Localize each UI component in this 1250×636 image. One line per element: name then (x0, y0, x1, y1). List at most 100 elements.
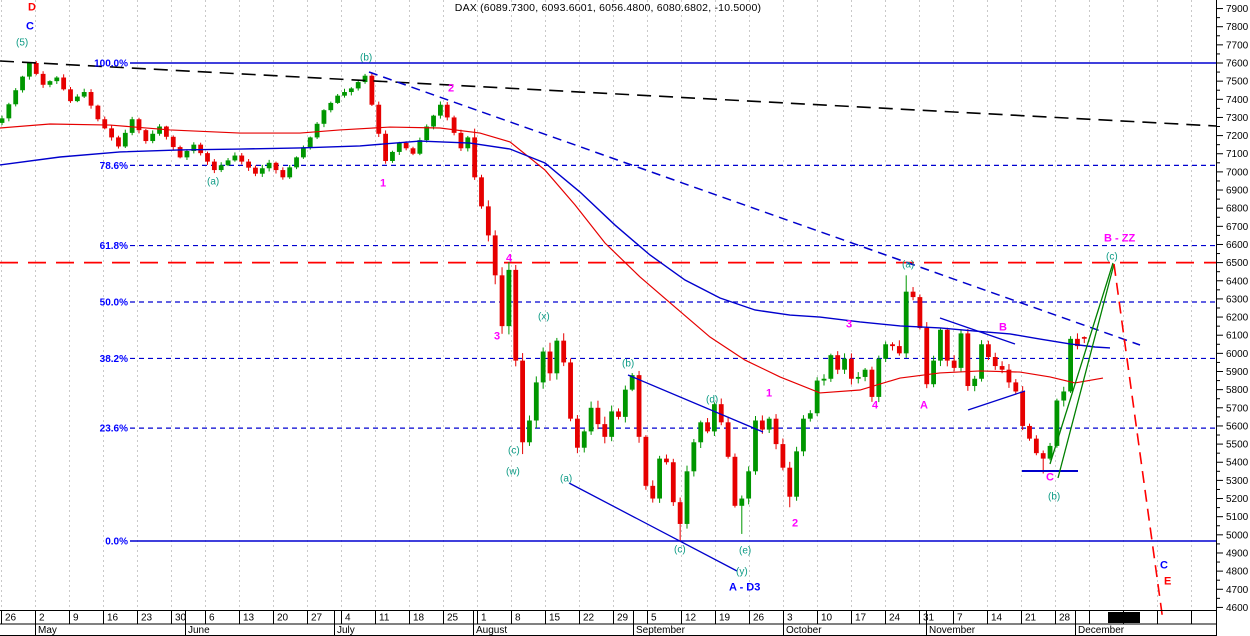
y-axis-label: 4900 (1226, 548, 1249, 559)
x-axis-day-label: 6 (209, 613, 215, 624)
wave-label: (a) (560, 474, 572, 485)
wave-label: (w) (506, 467, 520, 478)
y-axis-label: 5300 (1226, 476, 1249, 487)
black-resistance-line (0, 60, 1217, 127)
x-axis-day-label: 1 (481, 613, 487, 624)
x-axis-day-label: 16 (107, 613, 119, 624)
y-axis-label: 7100 (1226, 149, 1249, 160)
x-axis-day-label: 26 (5, 613, 17, 624)
blue-wave-b-line (967, 390, 1026, 411)
y-axis-label: 5700 (1226, 403, 1249, 414)
fib-label: 38.2% (100, 354, 128, 365)
y-axis-label: 4800 (1226, 567, 1249, 578)
x-axis-day-label: 28 (1059, 613, 1071, 624)
wave-label: 1 (380, 178, 386, 190)
y-axis-label: 6800 (1226, 204, 1249, 215)
x-axis-day-label: 8 (515, 613, 521, 624)
x-axis-day-label: 21 (1025, 613, 1037, 624)
wave-label: (5) (16, 38, 28, 49)
x-axis-day-label: 24 (889, 613, 901, 624)
blue-channel-sept-lower (568, 482, 738, 572)
wave-label: 1 (766, 388, 772, 400)
x-axis-day-label: 18 (413, 613, 425, 624)
x-axis-day-label: 10 (821, 613, 833, 624)
wave-label: C (1160, 560, 1168, 572)
y-axis-label: 7200 (1226, 131, 1249, 142)
current-week-marker (1108, 612, 1140, 623)
green-projection-left (1049, 262, 1114, 465)
x-axis-month-label: November (929, 625, 976, 636)
y-axis-label: 5200 (1226, 494, 1249, 505)
wave-label: (c) (674, 545, 686, 556)
x-axis-day-label: 14 (991, 613, 1003, 624)
x-axis-day-label: 9 (73, 613, 79, 624)
y-axis-label: 5000 (1226, 530, 1249, 541)
wave-label: (x) (538, 312, 550, 323)
x-axis: 26 2 9 16 23 30 6 13 20 27 4 11 18 25 1 8 15 22 29 5 12 19 26 3… (0, 610, 1216, 636)
green-projection-right (1057, 263, 1115, 479)
y-axis-label: 6400 (1226, 276, 1249, 287)
wave-label: 4 (872, 400, 879, 412)
y-axis-label: 7800 (1226, 22, 1249, 33)
fib-label: 0.0% (105, 537, 128, 548)
y-axis-label: 6600 (1226, 240, 1249, 251)
wave-label: (c) (1106, 252, 1118, 263)
wave-label: 2 (792, 518, 798, 530)
fibonacci-labels: 100.0% 78.6% 61.8% 50.0% 38.2% 23.6% 0.0% (94, 59, 128, 548)
ma-fast-red-line (0, 123, 1104, 394)
fib-label: 78.6% (100, 161, 128, 172)
wave-label: B - ZZ (1104, 233, 1135, 245)
wave-label: A (920, 400, 928, 412)
wave-label: 4 (506, 253, 513, 265)
blue-channel-nov (939, 317, 1016, 345)
x-axis-month-label: September (636, 625, 686, 636)
x-axis-day-label: 23 (141, 613, 153, 624)
wave-label: 3 (846, 319, 852, 331)
wave-label: C (1046, 472, 1054, 484)
wave-label: E (1164, 576, 1171, 588)
x-axis-day-label: 25 (447, 613, 459, 624)
y-axis-label: 5900 (1226, 367, 1249, 378)
y-axis-label: 7300 (1226, 113, 1249, 124)
y-axis-label: 5600 (1226, 421, 1249, 432)
y-axis-label: 6900 (1226, 186, 1249, 197)
ma-slow-blue-line (0, 140, 1111, 349)
y-axis-label: 4600 (1226, 603, 1249, 614)
fib-label: 50.0% (100, 298, 128, 309)
x-axis-month-label: December (1078, 625, 1125, 636)
fibonacci-retracement-lines[interactable] (130, 62, 1216, 542)
x-axis-day-label: 4 (345, 613, 351, 624)
y-axis-label: 5100 (1226, 512, 1249, 523)
grid-layer (1, 0, 1192, 610)
x-axis-day-label: 5 (651, 613, 657, 624)
blue-channel-sept-upper (627, 374, 764, 433)
wave-label: 2 (448, 83, 454, 95)
x-axis-day-label: 15 (549, 613, 561, 624)
wave-label: (c) (508, 446, 520, 457)
wave-label: (a) (902, 260, 914, 271)
y-axis-label: 6500 (1226, 258, 1249, 269)
trendline-layer[interactable] (0, 60, 1217, 622)
y-axis-label: 7600 (1226, 59, 1249, 70)
y-axis-label: 7700 (1226, 40, 1249, 51)
x-axis-day-label: 29 (617, 613, 629, 624)
wave-label: (b) (1048, 492, 1060, 503)
x-axis-day-label: 26 (753, 613, 765, 624)
y-axis-label: 7400 (1226, 95, 1249, 106)
x-axis-day-label: 27 (311, 613, 323, 624)
y-axis-label: 4700 (1226, 585, 1249, 596)
x-axis-month-label: June (188, 625, 210, 636)
wave-label: (d) (706, 395, 718, 406)
x-axis-day-label: 3 (787, 613, 793, 624)
fib-label: 61.8% (100, 241, 128, 252)
wave-label: B (999, 322, 1007, 334)
y-axis-label: 5500 (1226, 440, 1249, 451)
x-axis-day-label: 7 (957, 613, 963, 624)
wave-label: D (28, 2, 36, 14)
x-axis-day-label: 11 (379, 613, 390, 624)
wave-label: (y) (736, 567, 748, 578)
fib-label: 23.6% (100, 424, 128, 435)
